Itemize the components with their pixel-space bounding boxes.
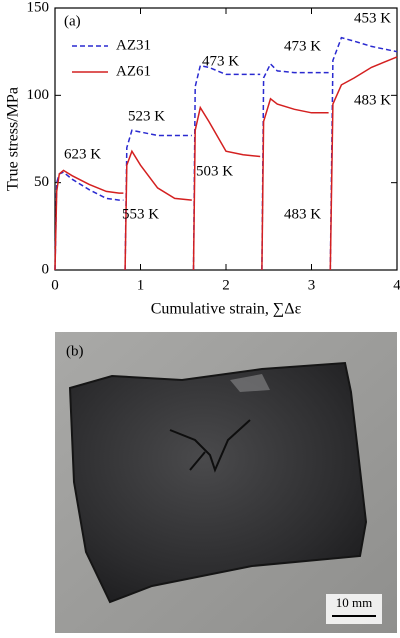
x-tick-label: 4 [393, 277, 400, 293]
series-line [54, 36, 398, 271]
annotation: 473 K [202, 53, 239, 69]
annotation: 453 K [354, 10, 391, 26]
y-tick-label: 0 [42, 261, 50, 277]
highlight [230, 374, 270, 392]
x-tick-label: 1 [137, 277, 145, 293]
series-line [54, 56, 398, 271]
panel-label: (a) [64, 13, 81, 29]
x-axis-label: Cumulative strain, ∑Δε [151, 301, 302, 318]
panel-label: (b) [66, 343, 84, 359]
y-tick-label: 50 [34, 174, 49, 190]
y-tick-label: 150 [27, 0, 50, 15]
annotation: 623 K [64, 146, 101, 162]
x-tick-label: 3 [308, 277, 316, 293]
scale-label: 10 mm [336, 595, 372, 610]
legend-label: AZ61 [116, 63, 151, 79]
crack [169, 419, 251, 473]
x-tick-label: 2 [222, 277, 230, 293]
photo-panel: (b) 10 mm [55, 332, 397, 633]
annotation: 483 K [284, 206, 321, 222]
y-tick-label: 100 [27, 87, 50, 103]
annotation: 523 K [128, 108, 165, 124]
y-axis-label: True stress/MPa [5, 87, 22, 191]
annotation: 483 K [354, 92, 391, 108]
x-tick-label: 0 [51, 277, 59, 293]
scale-box [326, 594, 382, 624]
annotation: 553 K [122, 206, 159, 222]
plot-frame [54, 7, 398, 271]
specimen [68, 361, 368, 604]
legend-label: AZ31 [116, 37, 151, 53]
annotation: 503 K [196, 163, 233, 179]
chart: 0 1 2 3 4 0 50 100 150 Cumulative strain, ∑Δε True… [5, 0, 400, 318]
annotation: 473 K [284, 38, 321, 54]
